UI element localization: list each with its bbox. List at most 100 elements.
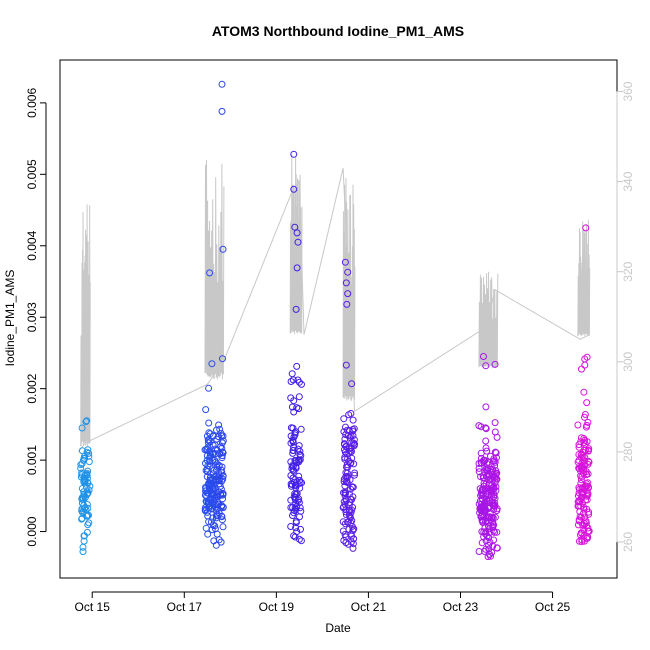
data-point bbox=[215, 488, 223, 496]
data-point bbox=[345, 501, 353, 509]
data-point bbox=[292, 500, 300, 508]
data-point bbox=[477, 489, 485, 497]
data-point bbox=[489, 522, 497, 530]
data-point bbox=[287, 424, 295, 432]
data-point bbox=[343, 477, 351, 485]
data-point bbox=[85, 452, 93, 460]
data-point bbox=[575, 502, 583, 510]
data-point bbox=[295, 456, 303, 464]
data-point bbox=[482, 437, 490, 445]
data-point bbox=[213, 510, 221, 518]
data-point bbox=[219, 245, 227, 253]
data-point bbox=[575, 443, 583, 451]
data-point bbox=[582, 496, 589, 504]
data-point bbox=[205, 518, 213, 526]
data-point bbox=[81, 476, 88, 484]
data-point bbox=[85, 511, 92, 519]
data-point bbox=[341, 441, 348, 449]
data-point bbox=[583, 438, 591, 446]
data-point bbox=[574, 492, 582, 500]
data-point bbox=[289, 438, 297, 446]
data-point bbox=[287, 523, 295, 530]
data-point bbox=[579, 453, 587, 461]
data-point bbox=[483, 447, 491, 455]
data-point bbox=[205, 437, 213, 444]
data-point bbox=[584, 490, 592, 498]
data-point bbox=[342, 361, 350, 369]
data-point bbox=[296, 504, 304, 512]
data-point bbox=[341, 258, 349, 266]
data-point bbox=[294, 238, 302, 246]
data-point bbox=[219, 475, 227, 483]
data-point bbox=[486, 487, 494, 495]
data-point bbox=[583, 480, 590, 488]
data-point bbox=[287, 504, 295, 511]
data-point bbox=[493, 528, 501, 536]
data-point bbox=[296, 484, 304, 492]
secondary-trace-burst-4 bbox=[478, 271, 499, 369]
data-point bbox=[217, 538, 225, 546]
data-point bbox=[215, 421, 223, 429]
data-point bbox=[218, 454, 226, 462]
data-point bbox=[290, 433, 298, 441]
data-point bbox=[580, 503, 588, 511]
data-point bbox=[292, 519, 300, 527]
x-axis-label: Date bbox=[325, 621, 351, 635]
data-point bbox=[210, 466, 218, 474]
y2-tick-label: 360 bbox=[621, 81, 635, 101]
data-point bbox=[493, 469, 501, 477]
data-point bbox=[491, 428, 499, 436]
data-point bbox=[85, 458, 93, 466]
data-point bbox=[580, 461, 588, 469]
data-point bbox=[80, 507, 88, 515]
data-point bbox=[206, 479, 214, 487]
data-point bbox=[578, 365, 585, 373]
data-point bbox=[83, 501, 91, 508]
data-point bbox=[218, 502, 226, 509]
data-point bbox=[212, 445, 220, 453]
data-point bbox=[202, 406, 210, 414]
data-point bbox=[348, 380, 356, 388]
data-point bbox=[202, 524, 210, 532]
data-point bbox=[85, 519, 93, 527]
data-point bbox=[79, 495, 87, 503]
data-points bbox=[77, 80, 593, 561]
data-point bbox=[477, 513, 485, 521]
data-point bbox=[339, 527, 347, 535]
data-point bbox=[584, 524, 592, 532]
data-point bbox=[347, 519, 355, 527]
data-point bbox=[339, 518, 347, 526]
data-point bbox=[81, 532, 88, 540]
data-point bbox=[340, 415, 348, 423]
data-point bbox=[342, 495, 350, 503]
data-point bbox=[203, 452, 211, 460]
data-point bbox=[208, 360, 216, 368]
data-point bbox=[293, 264, 301, 272]
data-point bbox=[205, 384, 213, 392]
data-point bbox=[475, 468, 483, 476]
data-point bbox=[212, 450, 219, 458]
data-point bbox=[341, 492, 349, 499]
data-point bbox=[218, 80, 226, 88]
secondary-trace-burst-3 bbox=[342, 177, 356, 401]
data-point bbox=[205, 429, 213, 437]
y2-tick-label: 260 bbox=[621, 532, 635, 552]
data-point bbox=[211, 525, 219, 533]
data-point bbox=[476, 497, 484, 505]
data-point bbox=[584, 460, 592, 468]
data-point bbox=[210, 498, 218, 506]
data-point bbox=[342, 539, 350, 547]
data-point bbox=[295, 393, 303, 401]
y-tick-label: 0.002 bbox=[25, 373, 39, 403]
secondary-trace-burst-0 bbox=[80, 204, 91, 447]
y-tick-label: 0.004 bbox=[25, 230, 39, 260]
data-point bbox=[351, 471, 358, 479]
data-point bbox=[289, 447, 297, 454]
data-point bbox=[206, 462, 214, 470]
data-point bbox=[484, 553, 492, 561]
x-tick-label: Oct 23 bbox=[443, 600, 479, 614]
y-tick-label: 0.000 bbox=[25, 516, 39, 546]
data-point bbox=[483, 532, 491, 540]
data-point bbox=[482, 362, 490, 370]
data-point bbox=[287, 378, 295, 385]
